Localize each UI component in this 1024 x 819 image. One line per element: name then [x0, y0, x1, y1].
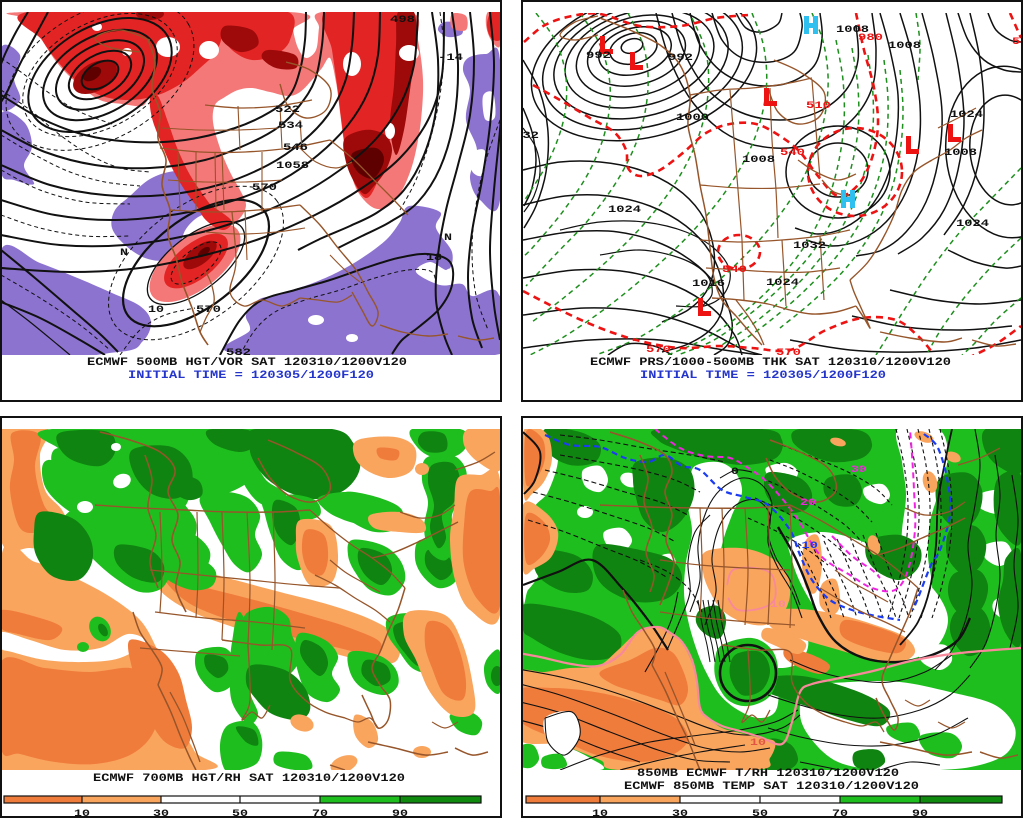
svg-text:570: 570 — [196, 305, 221, 316]
svg-text:570: 570 — [646, 345, 671, 356]
svg-text:-10: -10 — [793, 541, 818, 552]
svg-text:90: 90 — [912, 809, 928, 819]
svg-text:10: 10 — [592, 809, 608, 819]
svg-text:980: 980 — [858, 33, 883, 44]
svg-text:992: 992 — [668, 53, 693, 64]
svg-text:18: 18 — [426, 253, 442, 264]
svg-text:50: 50 — [232, 809, 248, 819]
svg-text:20: 20 — [800, 498, 816, 509]
svg-text:540: 540 — [780, 148, 805, 159]
svg-text:570: 570 — [776, 348, 801, 359]
svg-text:1024: 1024 — [956, 219, 989, 230]
svg-text:ECMWF 850MB TEMP SAT 120310/12: ECMWF 850MB TEMP SAT 120310/1200V120 — [624, 781, 919, 793]
svg-text:1008: 1008 — [944, 148, 977, 159]
svg-text:510: 510 — [806, 101, 831, 112]
svg-text:850MB ECMWF T/RH 120310/1200V1: 850MB ECMWF T/RH 120310/1200V120 — [637, 768, 899, 780]
svg-text:10: 10 — [74, 809, 90, 819]
svg-text:ECMWF PRS/1000-500MB THK SAT 1: ECMWF PRS/1000-500MB THK SAT 120310/1200… — [590, 357, 951, 369]
svg-text:534: 534 — [278, 121, 303, 132]
svg-text:540: 540 — [722, 265, 747, 276]
svg-text:N: N — [444, 233, 452, 244]
svg-text:1024: 1024 — [766, 278, 799, 289]
svg-text:10: 10 — [148, 305, 164, 316]
svg-text:70: 70 — [312, 809, 328, 819]
svg-text:50: 50 — [752, 809, 768, 819]
svg-text:582: 582 — [226, 348, 251, 359]
svg-text:30: 30 — [153, 809, 169, 819]
svg-text:1058: 1058 — [276, 161, 309, 172]
svg-text:032: 032 — [514, 131, 539, 142]
svg-text:1008: 1008 — [836, 25, 869, 36]
svg-text:1032: 1032 — [793, 241, 826, 252]
svg-text:30: 30 — [850, 465, 866, 476]
svg-text:10: 10 — [750, 738, 766, 749]
svg-text:1016: 1016 — [692, 279, 725, 290]
svg-text:546: 546 — [283, 143, 308, 154]
svg-text:0: 0 — [731, 467, 739, 478]
svg-text:1000: 1000 — [676, 113, 709, 124]
svg-text:522: 522 — [275, 105, 300, 116]
svg-text:10: 10 — [770, 600, 786, 611]
svg-text:-14: -14 — [438, 53, 463, 64]
svg-text:INITIAL TIME = 120305/1200F120: INITIAL TIME = 120305/1200F120 — [128, 370, 374, 382]
svg-text:INITIAL TIME = 120305/1200F120: INITIAL TIME = 120305/1200F120 — [640, 370, 886, 382]
svg-text:992: 992 — [586, 51, 611, 62]
svg-text:570: 570 — [252, 183, 277, 194]
svg-text:498: 498 — [390, 15, 415, 26]
svg-text:90: 90 — [392, 809, 408, 819]
svg-text:1008: 1008 — [888, 41, 921, 52]
svg-text:N: N — [120, 248, 128, 259]
svg-text:ECMWF 700MB HGT/RH SAT 120310/: ECMWF 700MB HGT/RH SAT 120310/1200V120 — [93, 773, 405, 785]
svg-text:30: 30 — [672, 809, 688, 819]
svg-text:1024: 1024 — [608, 205, 641, 216]
svg-text:54: 54 — [1012, 37, 1024, 48]
svg-text:1024: 1024 — [950, 110, 983, 121]
svg-text:70: 70 — [832, 809, 848, 819]
svg-text:1008: 1008 — [742, 155, 775, 166]
svg-text:ECMWF 500MB HGT/VOR SAT 120310: ECMWF 500MB HGT/VOR SAT 120310/1200V120 — [87, 357, 407, 369]
